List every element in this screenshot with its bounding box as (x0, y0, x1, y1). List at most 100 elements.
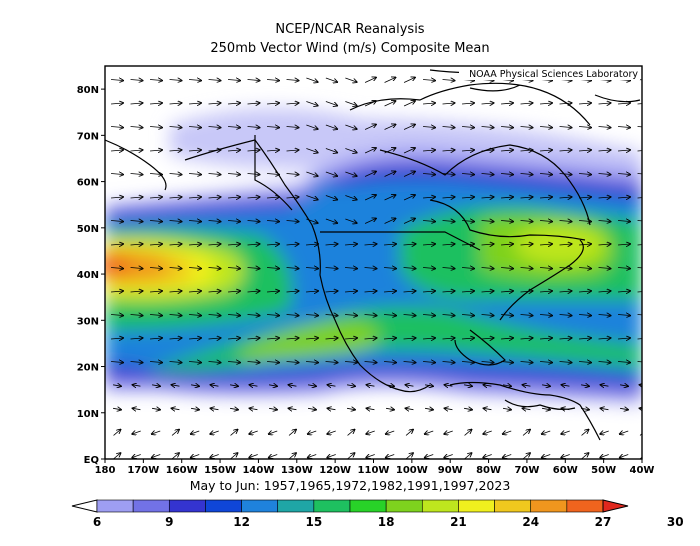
wind-vector (230, 453, 238, 459)
wind-vector (269, 431, 278, 434)
wind-vector (422, 197, 435, 198)
wind-vector (559, 244, 572, 245)
wind-vector (481, 103, 494, 104)
wind-vector (561, 454, 570, 457)
wind-vector (289, 385, 297, 386)
wind-vector (188, 126, 201, 127)
wind-vector (227, 244, 240, 245)
wind-vector (598, 220, 611, 221)
wind-vector (581, 453, 589, 459)
lon-label: 160W (166, 465, 198, 476)
wind-vector (208, 197, 221, 198)
wind-vector (325, 338, 338, 339)
wind-vector (500, 314, 513, 315)
wind-vector (581, 430, 589, 436)
wind-vector (227, 126, 240, 127)
colorbar-label: 15 (306, 515, 323, 529)
wind-vector (422, 150, 435, 151)
wind-vector (385, 408, 394, 409)
wind-vector (247, 197, 260, 198)
wind-vector (461, 173, 474, 174)
wind-vector (188, 338, 201, 339)
wind-vector (601, 385, 609, 386)
colorbar: 691215182124273033 (71, 499, 684, 529)
wind-vector (445, 408, 453, 409)
wind-vector (308, 454, 317, 457)
wind-vector (364, 338, 377, 339)
wind-vector (188, 150, 201, 151)
wind-vector (172, 408, 180, 409)
wind-vector (578, 267, 591, 268)
wind-vector (208, 291, 221, 292)
wind-vector (383, 338, 396, 339)
wind-vector (484, 385, 492, 386)
wind-vector (601, 408, 609, 409)
colorbar-swatch (566, 499, 604, 513)
wind-vector (598, 267, 611, 268)
wind-vector (500, 291, 513, 292)
wind-vector (425, 454, 434, 457)
wind-vector (500, 267, 513, 268)
wind-vector (483, 431, 492, 434)
wind-vector (130, 103, 143, 104)
wind-vector (561, 431, 570, 434)
colorbar-max-arrow (602, 499, 629, 513)
wind-vector (247, 361, 260, 362)
colorbar-min-arrow (71, 499, 98, 513)
wind-vector (403, 244, 416, 245)
wind-vector (268, 408, 277, 409)
wind-vector (481, 267, 494, 268)
colorbar-swatch (421, 499, 459, 513)
wind-vector (364, 244, 377, 245)
wind-vector (364, 218, 376, 224)
wind-vector (112, 385, 121, 386)
latitude-axis: 80N 70N 60N 50N 40N 30N 20N 10N EQ (77, 85, 105, 466)
wind-vector (422, 314, 435, 315)
wind-vector (130, 314, 143, 315)
wind-vector (364, 171, 376, 177)
wind-vector (306, 77, 317, 82)
wind-vector (541, 408, 550, 409)
wind-vector (463, 385, 472, 386)
wind-vector (461, 338, 474, 339)
wind-vector (598, 197, 611, 198)
wind-vector (227, 338, 240, 339)
wind-vector (442, 197, 455, 198)
wind-vector (598, 103, 611, 104)
colorbar-swatch (349, 499, 387, 513)
wind-vector (542, 431, 551, 434)
wind-vector (227, 150, 240, 151)
lon-label: 40W (630, 465, 655, 476)
wind-vector (620, 454, 629, 457)
lon-label: 180 (95, 465, 116, 476)
wind-vector (617, 244, 630, 245)
wind-vector (306, 195, 317, 199)
wind-vector (366, 454, 375, 457)
wind-vector (266, 338, 279, 339)
wind-vector (110, 314, 123, 315)
wind-vector (539, 267, 552, 268)
wind-vector (422, 338, 435, 339)
wind-vector (230, 430, 238, 436)
wind-vector (152, 431, 161, 434)
wind-vector (208, 150, 221, 151)
wind-vector (637, 338, 642, 340)
colorbar-label: 24 (522, 515, 539, 529)
wind-vector (149, 79, 162, 80)
wind-vector (503, 431, 512, 434)
wind-vector (598, 150, 611, 151)
wind-vector (130, 79, 143, 80)
wind-vector (288, 453, 296, 459)
colorbar-swatch (313, 499, 351, 513)
wind-vector (637, 314, 642, 316)
wind-vector (208, 220, 221, 221)
wind-vector (305, 291, 318, 292)
wind-vector (463, 408, 472, 409)
wind-vector (307, 408, 316, 409)
wind-vector (110, 173, 123, 174)
lat-label: 50N (77, 224, 99, 235)
wind-vector (578, 314, 591, 315)
wind-vector (578, 220, 591, 221)
wind-vector (481, 314, 494, 315)
wind-vector (327, 454, 336, 457)
